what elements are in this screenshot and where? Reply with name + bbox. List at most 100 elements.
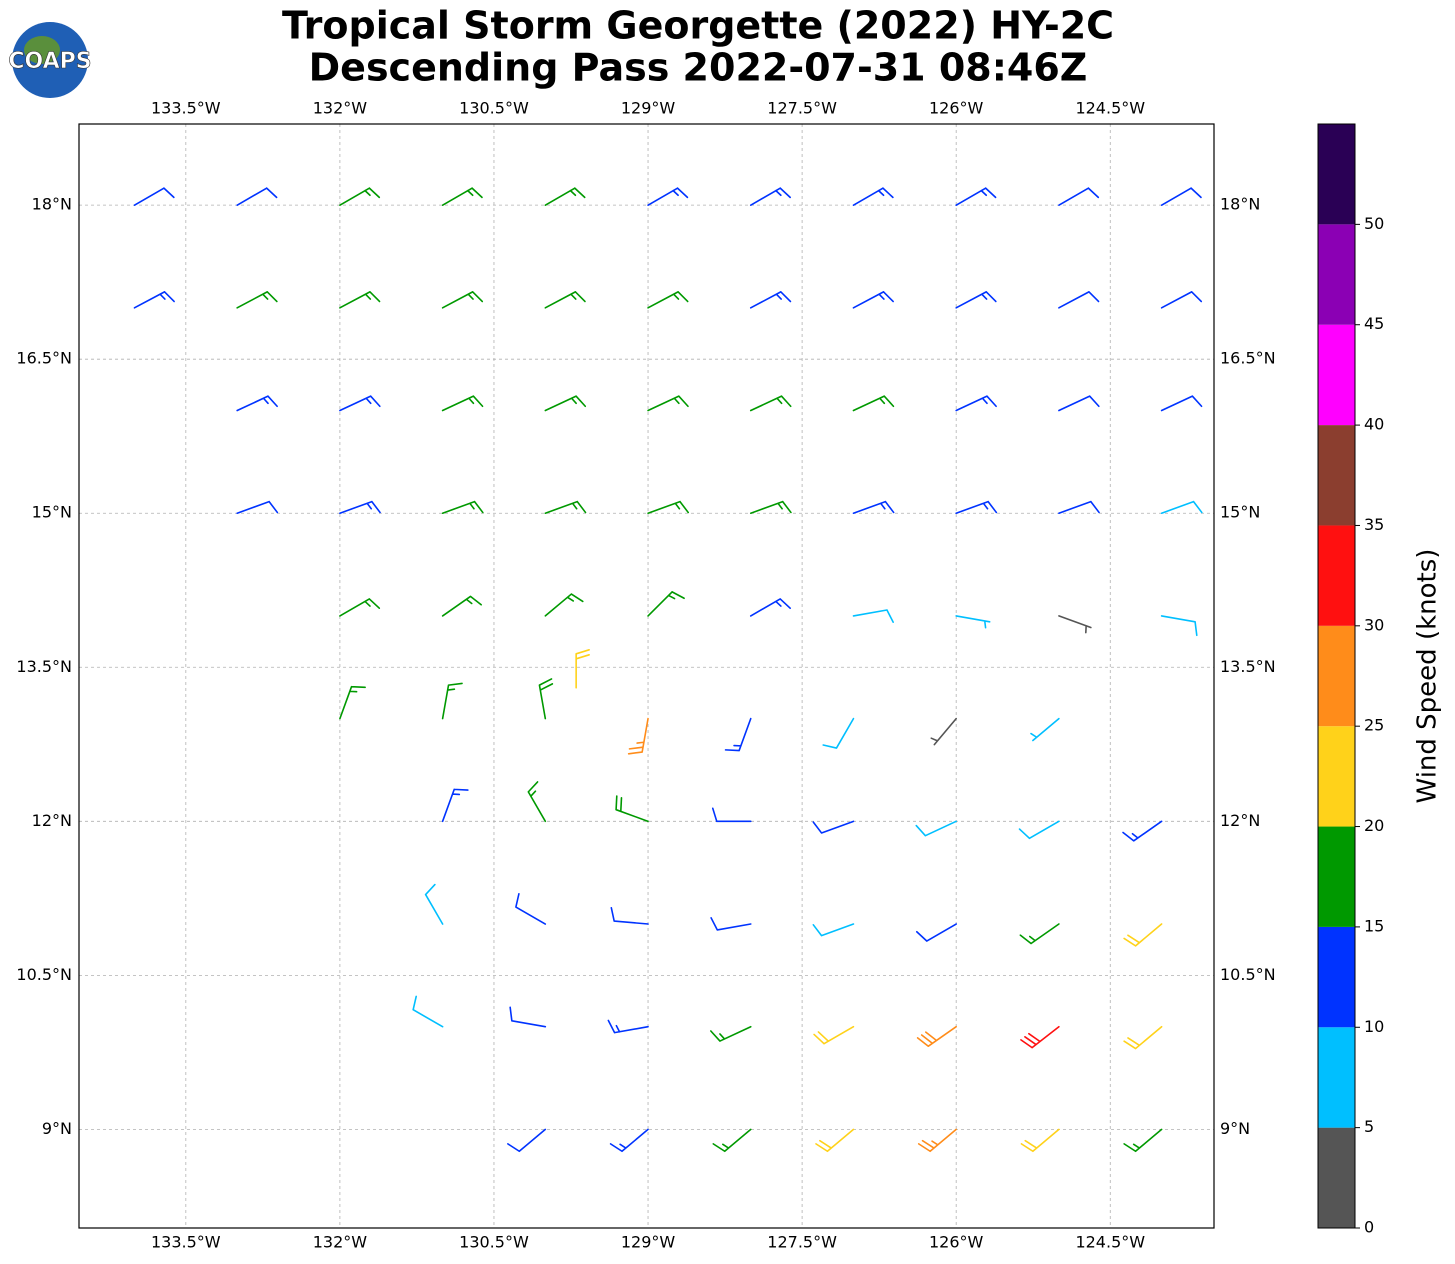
wind-barb <box>441 395 484 412</box>
wind-barb <box>607 1019 649 1034</box>
wind-barb <box>627 717 649 755</box>
wind-barb <box>749 598 791 617</box>
wind-barb <box>575 649 590 689</box>
colorbar-segment <box>1318 1027 1355 1128</box>
colorbar-label: Wind Speed (knots) <box>1413 549 1443 804</box>
y-tick-label: 18°N <box>1220 195 1260 214</box>
wind-barb <box>812 923 855 937</box>
colorbar-segment <box>1318 726 1355 827</box>
y-tick-label: 12°N <box>1220 811 1260 830</box>
wind-barb <box>710 1025 752 1042</box>
wind-barb <box>647 291 689 309</box>
wind-barb <box>236 187 278 206</box>
wind-barb <box>610 906 649 925</box>
wind-barb <box>339 598 381 617</box>
y-tick-label: 16.5°N <box>16 349 72 368</box>
colorbar-tick-label: 45 <box>1364 314 1384 333</box>
wind-barb <box>916 1025 957 1048</box>
wind-barb <box>507 1128 547 1153</box>
wind-barb <box>1160 187 1202 206</box>
wind-barb <box>441 595 482 617</box>
wind-barb <box>852 500 895 515</box>
colorbar-tick-label: 25 <box>1364 716 1384 735</box>
wind-barb <box>930 717 957 746</box>
y-tick-label: 13.5°N <box>16 657 72 676</box>
colorbar-segment <box>1318 926 1355 1028</box>
wind-barb <box>339 500 381 515</box>
colorbar-segment <box>1318 826 1355 927</box>
colorbar-frame <box>1317 123 1356 1229</box>
y-tick-label: 15°N <box>1220 503 1260 522</box>
y-tick-label: 18°N <box>32 195 72 214</box>
colorbar-segment <box>1318 1127 1355 1228</box>
logo-land <box>24 36 60 64</box>
wind-barb <box>1018 820 1060 840</box>
wind-barb <box>915 923 957 942</box>
y-tick-label: 9°N <box>42 1119 72 1138</box>
x-tick-label: 127.5°W <box>767 1233 837 1252</box>
wind-barb <box>1020 1025 1060 1049</box>
logo-text: COAPS <box>8 49 91 74</box>
wind-barb <box>815 1128 855 1153</box>
y-tick-label: 16.5°N <box>1220 349 1276 368</box>
wind-barb <box>852 395 895 412</box>
wind-barb <box>544 291 586 309</box>
wind-barb <box>515 892 547 925</box>
wind-barb <box>544 395 587 412</box>
wind-barb <box>1020 1128 1060 1153</box>
wind-barb <box>1058 187 1100 206</box>
y-tick-label: 9°N <box>1220 1119 1250 1138</box>
wind-barb <box>1058 615 1092 634</box>
wind-barb <box>1123 1128 1163 1153</box>
wind-barb <box>1058 291 1100 309</box>
wind-barb <box>441 788 469 823</box>
wind-barb <box>544 593 584 617</box>
colorbar-tick-label: 5 <box>1364 1117 1374 1136</box>
wind-barb <box>812 820 855 834</box>
wind-barb <box>955 187 997 206</box>
colorbar-segment <box>1318 525 1355 626</box>
wind-barb <box>710 917 752 931</box>
wind-barb <box>544 187 586 206</box>
wind-barb <box>133 291 175 309</box>
colorbar-tick-label: 30 <box>1364 615 1384 634</box>
wind-barb <box>915 820 957 837</box>
x-tick-label: 126°W <box>929 1233 984 1252</box>
x-tick-label: 130.5°W <box>459 99 529 118</box>
wind-barb <box>236 500 279 515</box>
y-tick-label: 12°N <box>32 811 72 830</box>
wind-barb <box>1123 923 1163 947</box>
wind-barb <box>852 291 894 309</box>
wind-barb <box>955 291 997 309</box>
colorbar-tick-label: 40 <box>1364 415 1384 434</box>
chart-title: Tropical Storm Georgette (2022) HY-2C <box>282 4 1114 48</box>
wind-barb <box>1019 923 1060 945</box>
x-tick-label: 130.5°W <box>459 1233 529 1252</box>
wind-barb <box>509 1006 547 1028</box>
wind-barb <box>813 1025 855 1045</box>
wind-barb <box>441 291 484 309</box>
x-tick-label: 124.5°W <box>1075 1233 1145 1252</box>
wind-barb <box>615 795 649 823</box>
wind-barb <box>955 395 997 412</box>
colorbar-tick-label: 15 <box>1364 916 1384 935</box>
x-tick-label: 127.5°W <box>767 99 837 118</box>
wind-barb <box>544 500 587 515</box>
colorbar-segment <box>1318 124 1355 225</box>
wind-barb <box>749 500 792 515</box>
wind-barb <box>1160 500 1203 515</box>
wind-barb <box>749 395 792 412</box>
wind-barb <box>1122 820 1163 842</box>
wind-barb <box>339 395 381 412</box>
wind-barb <box>133 187 175 206</box>
x-tick-label: 129°W <box>621 99 676 118</box>
x-tick-label: 132°W <box>313 1233 368 1252</box>
colorbar-tick-label: 35 <box>1364 515 1384 534</box>
x-tick-label: 124.5°W <box>1075 99 1145 118</box>
colorbar-segment <box>1318 324 1355 426</box>
wind-barb <box>749 291 792 309</box>
x-tick-label: 126°W <box>929 99 984 118</box>
wind-barb <box>1030 717 1060 742</box>
wind-barb <box>1160 615 1198 637</box>
